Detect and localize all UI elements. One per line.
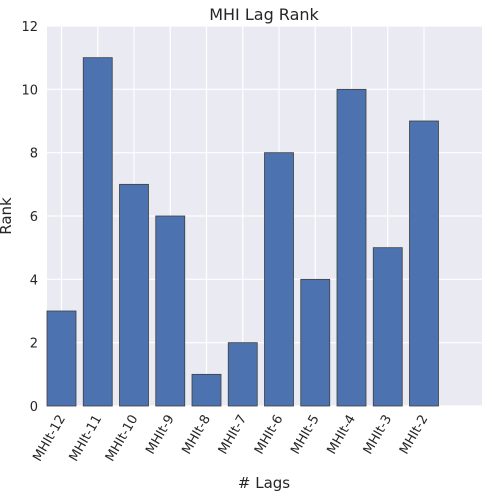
y-tick-label: 12 xyxy=(21,20,38,35)
bar-MHIt-9 xyxy=(155,215,186,407)
y-tick-label: 8 xyxy=(30,147,38,162)
bar-MHIt-5 xyxy=(300,278,331,407)
x-tick-label: MHIt-7 xyxy=(216,413,250,458)
bar-MHIt-6 xyxy=(264,152,294,407)
bar-MHIt-4 xyxy=(336,88,367,407)
bar-MHIt-7 xyxy=(227,342,258,407)
y-tick-label: 2 xyxy=(30,337,38,352)
bar-MHIt-3 xyxy=(372,247,403,407)
bar-MHIt-12 xyxy=(46,310,77,407)
bar-MHIt-11 xyxy=(82,57,113,407)
x-tick-label: MHIt-6 xyxy=(252,413,286,458)
bar-MHIt-2 xyxy=(409,120,439,407)
x-tick-label: MHIt-12 xyxy=(30,413,69,465)
x-tick-label: MHIt-10 xyxy=(103,413,142,465)
chart-title: MHI Lag Rank xyxy=(209,5,319,24)
y-tick-label: 6 xyxy=(30,210,38,225)
bar-MHIt-8 xyxy=(191,373,222,407)
bar-MHIt-10 xyxy=(119,183,149,407)
y-axis-title: Rank xyxy=(0,197,15,235)
x-tick-label: MHIt-5 xyxy=(288,413,322,458)
x-axis-title: # Lags xyxy=(238,474,290,492)
y-tick-label: 10 xyxy=(21,83,38,98)
x-tick-label: MHIt-9 xyxy=(143,413,177,458)
x-tick-label: MHIt-8 xyxy=(180,413,214,458)
y-tick-label: 0 xyxy=(30,400,38,415)
x-tick-label: MHIt-2 xyxy=(397,413,431,458)
x-tick-label: MHIt-11 xyxy=(67,413,106,465)
x-tick-label: MHIt-3 xyxy=(361,413,395,458)
y-tick-labels: 0 2 4 6 8 10 12 xyxy=(21,20,38,415)
bars xyxy=(46,57,439,407)
y-tick-label: 4 xyxy=(30,273,38,288)
x-tick-label: MHIt-4 xyxy=(325,413,359,458)
